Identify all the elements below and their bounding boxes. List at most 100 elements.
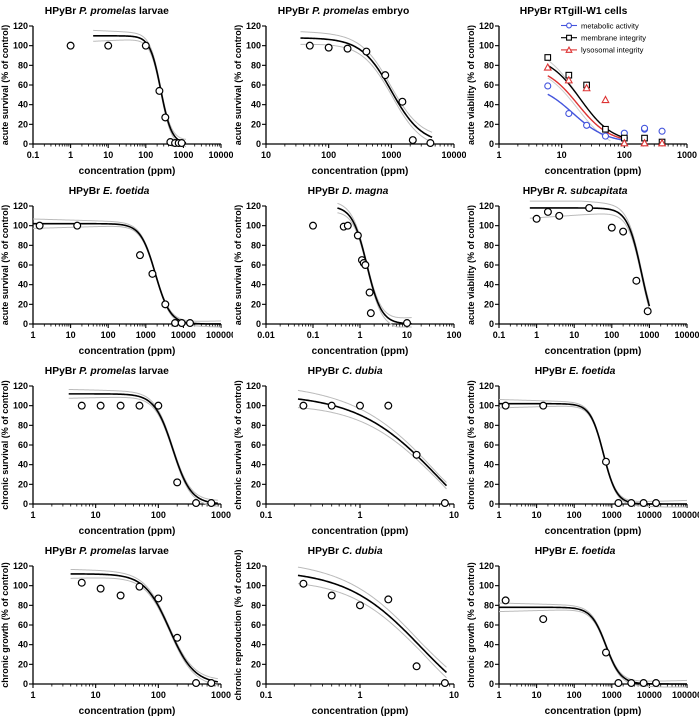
svg-text:120: 120 <box>13 21 28 31</box>
svg-text:80: 80 <box>484 240 494 250</box>
svg-text:chronic growth (% of control): chronic growth (% of control) <box>0 562 10 688</box>
svg-text:100: 100 <box>567 690 582 700</box>
svg-text:40: 40 <box>251 100 261 110</box>
svg-text:120: 120 <box>479 561 494 571</box>
svg-text:100: 100 <box>138 150 153 160</box>
svg-text:chronic survival (% of control: chronic survival (% of control) <box>466 380 476 510</box>
svg-text:10: 10 <box>103 150 113 160</box>
svg-text:80: 80 <box>251 600 261 610</box>
svg-text:20: 20 <box>484 299 494 309</box>
svg-text:0: 0 <box>489 499 494 509</box>
svg-text:1: 1 <box>357 330 362 340</box>
svg-text:100: 100 <box>13 41 28 51</box>
svg-text:1000: 1000 <box>211 510 231 520</box>
svg-text:10: 10 <box>91 690 101 700</box>
svg-text:acute viability (% of control): acute viability (% of control) <box>466 205 476 325</box>
svg-text:120: 120 <box>13 561 28 571</box>
svg-text:10: 10 <box>449 510 459 520</box>
svg-text:100: 100 <box>13 221 28 231</box>
svg-text:HPyBr D. magna: HPyBr D. magna <box>308 186 389 197</box>
svg-text:80: 80 <box>18 420 28 430</box>
svg-text:HPyBr R. subcapitata: HPyBr R. subcapitata <box>523 186 628 197</box>
svg-text:0: 0 <box>256 319 261 329</box>
svg-text:0.1: 0.1 <box>493 330 506 340</box>
svg-text:20: 20 <box>251 479 261 489</box>
svg-text:10000: 10000 <box>171 330 196 340</box>
svg-text:60: 60 <box>18 80 28 90</box>
svg-text:10000: 10000 <box>637 690 662 700</box>
svg-text:120: 120 <box>246 201 261 211</box>
svg-text:20: 20 <box>251 659 261 669</box>
svg-text:100: 100 <box>13 581 28 591</box>
svg-text:1000: 1000 <box>136 330 156 340</box>
svg-text:80: 80 <box>484 420 494 430</box>
svg-text:100: 100 <box>479 41 494 51</box>
svg-text:40: 40 <box>251 640 261 650</box>
svg-text:10: 10 <box>449 690 459 700</box>
svg-text:1000: 1000 <box>211 690 231 700</box>
svg-text:acute survival (% of control): acute survival (% of control) <box>233 25 243 146</box>
svg-text:10: 10 <box>66 330 76 340</box>
svg-text:10: 10 <box>261 150 271 160</box>
svg-text:lysosomal integrity: lysosomal integrity <box>581 46 644 55</box>
svg-text:concentration (ppm): concentration (ppm) <box>312 526 409 537</box>
svg-text:0.1: 0.1 <box>260 690 273 700</box>
svg-text:0: 0 <box>23 139 28 149</box>
svg-text:120: 120 <box>479 21 494 31</box>
svg-text:0.1: 0.1 <box>260 510 273 520</box>
svg-text:1: 1 <box>30 510 35 520</box>
svg-text:1000: 1000 <box>602 690 622 700</box>
svg-text:60: 60 <box>251 620 261 630</box>
svg-text:40: 40 <box>251 280 261 290</box>
svg-text:80: 80 <box>484 600 494 610</box>
svg-text:40: 40 <box>484 640 494 650</box>
svg-text:HPyBr P. promelas larvae: HPyBr P. promelas larvae <box>45 366 169 377</box>
svg-text:10: 10 <box>569 330 579 340</box>
svg-text:acute survival (% of control): acute survival (% of control) <box>233 205 243 326</box>
svg-text:120: 120 <box>13 201 28 211</box>
svg-text:10: 10 <box>91 510 101 520</box>
svg-text:40: 40 <box>18 640 28 650</box>
svg-text:100000: 100000 <box>206 330 233 340</box>
svg-text:10: 10 <box>532 510 542 520</box>
svg-text:1000: 1000 <box>381 150 401 160</box>
svg-text:100: 100 <box>321 150 336 160</box>
svg-text:60: 60 <box>484 260 494 270</box>
svg-text:1000: 1000 <box>173 150 193 160</box>
svg-text:HPyBr RTgill-W1 cells: HPyBr RTgill-W1 cells <box>520 6 628 17</box>
svg-text:10: 10 <box>402 330 412 340</box>
svg-text:HPyBr P. promelas larvae: HPyBr P. promelas larvae <box>45 6 169 17</box>
svg-text:chronic growth (% of control): chronic growth (% of control) <box>466 562 476 688</box>
svg-text:1000: 1000 <box>602 510 622 520</box>
svg-text:100: 100 <box>446 330 461 340</box>
svg-text:40: 40 <box>18 100 28 110</box>
svg-text:40: 40 <box>484 460 494 470</box>
svg-text:100: 100 <box>101 330 116 340</box>
svg-text:120: 120 <box>479 201 494 211</box>
svg-text:20: 20 <box>251 299 261 309</box>
svg-text:concentration (ppm): concentration (ppm) <box>312 346 409 357</box>
svg-text:80: 80 <box>18 240 28 250</box>
svg-text:concentration (ppm): concentration (ppm) <box>312 166 409 177</box>
svg-text:1: 1 <box>30 690 35 700</box>
svg-text:80: 80 <box>18 600 28 610</box>
svg-text:100000: 100000 <box>672 690 699 700</box>
svg-text:60: 60 <box>484 440 494 450</box>
svg-text:80: 80 <box>251 240 261 250</box>
svg-text:100: 100 <box>246 401 261 411</box>
svg-text:100: 100 <box>151 510 166 520</box>
svg-text:0: 0 <box>23 679 28 689</box>
svg-text:1: 1 <box>496 510 501 520</box>
svg-text:0.01: 0.01 <box>257 330 275 340</box>
svg-text:80: 80 <box>251 420 261 430</box>
svg-text:100: 100 <box>13 401 28 411</box>
svg-text:100: 100 <box>246 41 261 51</box>
svg-text:100000: 100000 <box>672 510 699 520</box>
svg-text:10000: 10000 <box>637 510 662 520</box>
svg-text:100: 100 <box>479 401 494 411</box>
svg-text:10000: 10000 <box>674 330 699 340</box>
svg-text:metabolic activity: metabolic activity <box>581 21 639 30</box>
svg-text:0.1: 0.1 <box>27 150 40 160</box>
svg-text:chronic survival (% of control: chronic survival (% of control) <box>0 380 10 510</box>
svg-text:0: 0 <box>489 679 494 689</box>
